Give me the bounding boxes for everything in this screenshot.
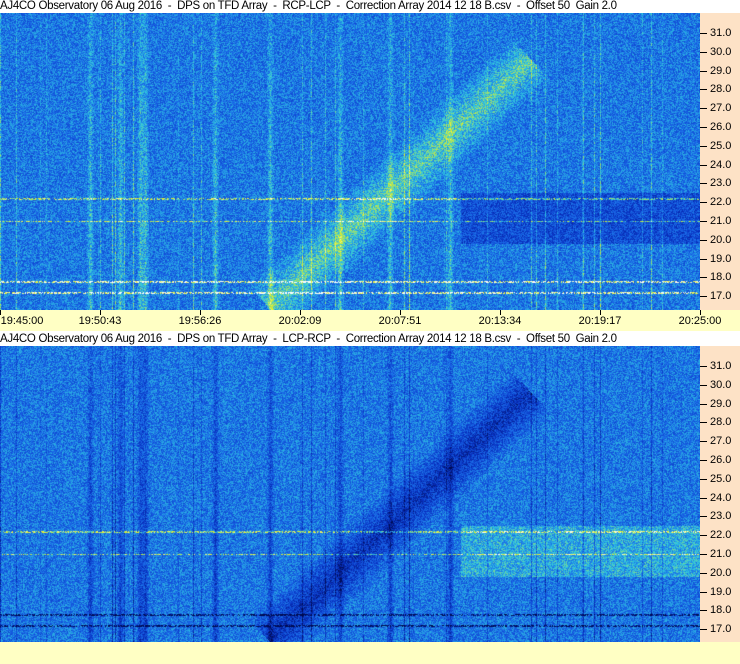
y-tick-label: 19.0	[710, 585, 732, 598]
y-tick-label: 28.0	[710, 416, 732, 429]
y-tick	[700, 441, 707, 443]
y-tick	[700, 296, 707, 298]
y-tick-label: 20.0	[710, 566, 732, 579]
x-tick	[300, 310, 301, 315]
top-panel-title: AJ4CO Observatory 06 Aug 2016 - DPS on T…	[0, 0, 740, 13]
y-tick	[700, 108, 707, 110]
top-frequency-axis: 31.0 30.0 29.0 28.0 27.0 26.0 25.0 24.0 23.0 22.0…	[700, 13, 740, 310]
y-tick	[700, 221, 707, 222]
y-tick-label: 18.0	[710, 604, 732, 617]
x-tick	[0, 310, 1, 315]
y-tick	[700, 384, 707, 386]
top-spectrogram	[0, 13, 700, 310]
x-tick-label: 19:45:00	[0, 315, 44, 327]
y-tick	[700, 591, 707, 593]
x-tick	[600, 310, 601, 315]
y-tick	[700, 51, 707, 53]
bottom-frequency-axis: 31.0 30.0 29.0 28.0 27.0 26.0 25.0 24.0 23.0 22.0…	[700, 346, 740, 642]
y-tick-label: 30.0	[710, 45, 732, 58]
y-tick-label: 18.0	[710, 271, 732, 284]
x-tick-label: 20:19:17	[578, 315, 622, 327]
x-tick-label: 19:56:26	[178, 315, 222, 327]
x-tick-label: 20:07:51	[378, 315, 422, 327]
y-tick-label: 26.0	[710, 454, 732, 466]
y-tick	[700, 239, 707, 241]
y-tick	[700, 535, 707, 537]
y-tick	[700, 70, 707, 72]
y-tick-label: 27.0	[710, 435, 732, 448]
bottom-time-axis	[0, 642, 740, 664]
y-tick	[700, 497, 707, 499]
y-tick-label: 30.0	[710, 378, 732, 391]
y-tick	[700, 629, 707, 631]
x-tick-label: 20:02:09	[278, 315, 322, 327]
y-tick	[700, 516, 707, 518]
y-tick-label: 23.0	[710, 510, 732, 523]
y-tick	[700, 572, 707, 574]
x-tick-label: 19:50:43	[78, 315, 122, 327]
x-tick	[100, 310, 101, 315]
y-tick	[700, 478, 707, 480]
y-tick	[700, 460, 707, 461]
y-tick	[700, 33, 707, 34]
y-tick-label: 28.0	[710, 83, 732, 96]
y-tick-label: 24.0	[710, 158, 732, 171]
y-tick-label: 31.0	[710, 27, 732, 39]
y-tick-label: 25.0	[710, 139, 732, 152]
y-tick-label: 22.0	[710, 196, 732, 209]
y-tick-label: 24.0	[710, 491, 732, 504]
y-tick-label: 25.0	[710, 472, 732, 485]
x-tick	[200, 310, 201, 315]
y-tick	[700, 164, 707, 166]
y-tick-label: 29.0	[710, 64, 732, 77]
y-tick-label: 26.0	[710, 121, 732, 133]
y-tick	[700, 145, 707, 147]
y-tick	[700, 183, 707, 185]
y-tick-label: 21.0	[710, 548, 732, 560]
y-tick	[700, 202, 707, 204]
x-tick	[400, 310, 401, 315]
y-tick	[700, 554, 707, 555]
y-tick-label: 23.0	[710, 177, 732, 190]
y-tick	[700, 277, 707, 279]
y-tick-label: 19.0	[710, 252, 732, 265]
y-tick-label: 17.0	[710, 623, 732, 636]
y-tick	[700, 258, 707, 260]
y-tick-label: 20.0	[710, 233, 732, 246]
y-tick	[700, 89, 707, 91]
y-tick	[700, 403, 707, 405]
y-tick-label: 27.0	[710, 102, 732, 115]
x-tick-label: 20:13:34	[478, 315, 522, 327]
x-tick	[500, 310, 501, 315]
x-tick-label: 20:25:00	[678, 315, 722, 327]
bottom-panel-title: AJ4CO Observatory 06 Aug 2016 - DPS on T…	[0, 333, 740, 346]
y-tick-label: 22.0	[710, 529, 732, 542]
time-axis: 19:45:00 19:50:43 19:56:26 20:02:09 20:07:51…	[0, 310, 740, 331]
y-tick-label: 31.0	[710, 360, 732, 372]
y-tick	[700, 422, 707, 424]
y-tick-label: 29.0	[710, 397, 732, 410]
bottom-spectrogram	[0, 346, 700, 642]
y-tick-label: 21.0	[710, 215, 732, 227]
x-tick	[700, 310, 701, 315]
y-tick	[700, 127, 707, 128]
y-tick	[700, 366, 707, 367]
y-tick	[700, 610, 707, 612]
y-tick-label: 17.0	[710, 290, 732, 303]
